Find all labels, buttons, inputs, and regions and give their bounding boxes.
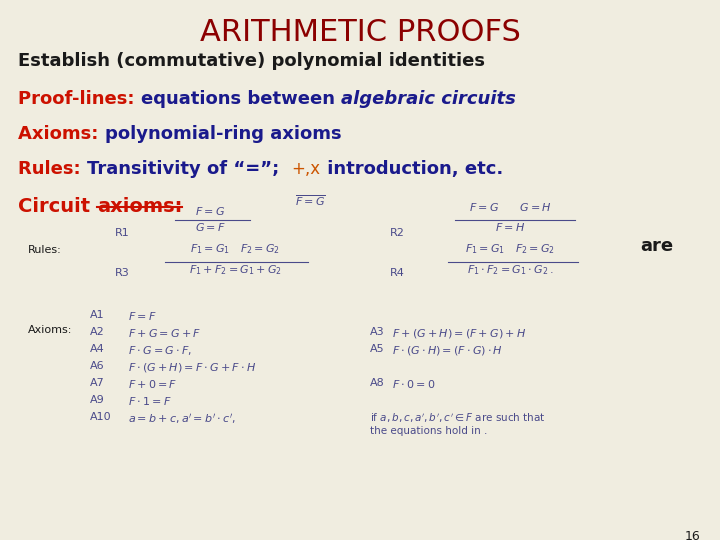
Text: Rules:: Rules:: [28, 245, 62, 255]
Text: $F = G$: $F = G$: [195, 205, 225, 217]
Text: A6: A6: [90, 361, 104, 371]
Text: R4: R4: [390, 268, 405, 278]
Text: $F + (G+H) = (F+G) + H$: $F + (G+H) = (F+G) + H$: [392, 327, 526, 340]
Text: Rules:: Rules:: [18, 160, 87, 178]
Text: $\overline{F=G}$: $\overline{F=G}$: [295, 193, 325, 208]
Text: $a = b + c, a' = b' \cdot c',$: $a = b + c, a' = b' \cdot c',$: [128, 412, 236, 426]
Text: $F + G = G + F$: $F + G = G + F$: [128, 327, 201, 339]
Text: A2: A2: [90, 327, 104, 337]
Text: A3: A3: [370, 327, 384, 337]
Text: Establish (commutative) polynomial identities: Establish (commutative) polynomial ident…: [18, 52, 485, 70]
Text: R1: R1: [115, 228, 130, 238]
Text: A5: A5: [370, 344, 384, 354]
Text: +,x: +,x: [292, 160, 320, 178]
Text: $F_1 = G_1 \quad F_2 = G_2$: $F_1 = G_1 \quad F_2 = G_2$: [190, 242, 280, 256]
Text: A1: A1: [90, 310, 104, 320]
Text: $F = F$: $F = F$: [128, 310, 156, 322]
Text: Circuit: Circuit: [18, 197, 97, 216]
Text: $F = H$: $F = H$: [495, 221, 525, 233]
Text: algebraic circuits: algebraic circuits: [341, 90, 516, 108]
Text: polynomial-ring axioms: polynomial-ring axioms: [104, 125, 341, 143]
Text: R2: R2: [390, 228, 405, 238]
Text: R3: R3: [115, 268, 130, 278]
Text: are: are: [640, 237, 673, 255]
Text: if $a, b, c, a', b', c' \in F$ are such that: if $a, b, c, a', b', c' \in F$ are such …: [370, 412, 546, 426]
Text: A10: A10: [90, 412, 112, 422]
Text: introduction, etc.: introduction, etc.: [320, 160, 503, 178]
Text: equations between: equations between: [140, 90, 341, 108]
Text: Axioms:: Axioms:: [28, 325, 73, 335]
Text: $F \cdot 1 = F$: $F \cdot 1 = F$: [128, 395, 171, 407]
Text: Proof-lines:: Proof-lines:: [18, 90, 140, 108]
Text: $F \cdot (G \cdot H) = (F \cdot G) \cdot H$: $F \cdot (G \cdot H) = (F \cdot G) \cdot…: [392, 344, 503, 357]
Text: $F + 0 = F$: $F + 0 = F$: [128, 378, 177, 390]
Text: A4: A4: [90, 344, 104, 354]
Text: axioms:: axioms:: [97, 197, 182, 216]
Text: $F \cdot (G+H) = F \cdot G + F \cdot H$: $F \cdot (G+H) = F \cdot G + F \cdot H$: [128, 361, 256, 374]
Text: $F_1 \cdot F_2 = G_1 \cdot G_2\,.$: $F_1 \cdot F_2 = G_1 \cdot G_2\,.$: [467, 263, 553, 277]
Text: 16: 16: [684, 530, 700, 540]
Text: $F = G \quad\quad G = H$: $F = G \quad\quad G = H$: [469, 201, 552, 213]
Text: A7: A7: [90, 378, 104, 388]
Text: ARITHMETIC PROOFS: ARITHMETIC PROOFS: [199, 18, 521, 47]
Text: A9: A9: [90, 395, 104, 405]
Text: the equations hold in .: the equations hold in .: [370, 426, 487, 436]
Text: Transitivity of “=”;: Transitivity of “=”;: [87, 160, 292, 178]
Text: $G = F$: $G = F$: [194, 221, 225, 233]
Text: $F \cdot G = G \cdot F,$: $F \cdot G = G \cdot F,$: [128, 344, 192, 357]
Text: A8: A8: [370, 378, 384, 388]
Text: $F \cdot 0 = 0$: $F \cdot 0 = 0$: [392, 378, 436, 390]
Text: Axioms:: Axioms:: [18, 125, 104, 143]
Text: $F_1 + F_2 = G_1 + G_2$: $F_1 + F_2 = G_1 + G_2$: [189, 263, 282, 277]
Text: $F_1 = G_1 \quad F_2 = G_2$: $F_1 = G_1 \quad F_2 = G_2$: [465, 242, 555, 256]
